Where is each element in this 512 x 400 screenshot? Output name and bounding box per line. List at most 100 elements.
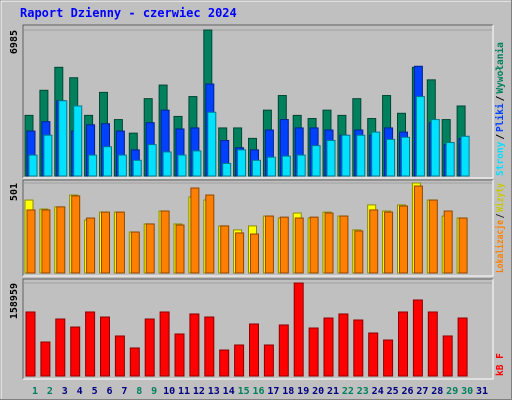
x-tick-label: 17 bbox=[267, 386, 279, 397]
bar bbox=[237, 149, 247, 177]
x-tick-label: 2 bbox=[47, 386, 53, 397]
bar bbox=[458, 217, 468, 274]
x-tick-label: 5 bbox=[92, 386, 98, 397]
y-tick-label: 501 bbox=[9, 183, 20, 201]
legend-entry: Wizyty bbox=[495, 183, 506, 212]
bar bbox=[356, 134, 366, 177]
legend-entry: Pliki bbox=[495, 103, 506, 132]
bar bbox=[147, 144, 157, 177]
legend-entry: Lokalizacje bbox=[495, 220, 506, 273]
bar bbox=[144, 318, 155, 377]
bar bbox=[40, 341, 51, 377]
x-tick-label: 1 bbox=[32, 386, 38, 397]
bar bbox=[235, 232, 245, 274]
x-tick-label: 20 bbox=[312, 386, 324, 397]
bar bbox=[399, 205, 408, 274]
bar bbox=[443, 210, 453, 274]
x-tick-label: 29 bbox=[446, 386, 458, 397]
panel-bevel-light bbox=[23, 279, 494, 380]
y-tick-label: 158959 bbox=[9, 283, 20, 319]
bar bbox=[427, 311, 438, 377]
bar bbox=[222, 162, 232, 177]
bar bbox=[266, 156, 276, 177]
x-tick-label: 25 bbox=[387, 386, 399, 397]
bar bbox=[189, 313, 200, 377]
legend-separator: / bbox=[495, 134, 506, 140]
legend: kB F bbox=[495, 353, 506, 376]
x-tick-label: 7 bbox=[121, 386, 127, 397]
bar bbox=[415, 96, 425, 177]
bar bbox=[263, 344, 274, 377]
x-tick-label: 11 bbox=[178, 386, 190, 397]
bar bbox=[101, 211, 110, 274]
bar bbox=[132, 159, 142, 177]
bar bbox=[278, 324, 289, 377]
bar bbox=[207, 111, 217, 177]
bar bbox=[384, 211, 394, 274]
panel-bevel-dark bbox=[22, 278, 493, 379]
x-tick-label: 21 bbox=[327, 386, 339, 397]
bar bbox=[412, 299, 423, 377]
bar bbox=[294, 217, 304, 274]
bar bbox=[326, 139, 336, 177]
legend-separator: / bbox=[495, 213, 506, 218]
bar bbox=[129, 347, 140, 377]
bar bbox=[401, 136, 410, 177]
bar bbox=[252, 159, 261, 177]
bar bbox=[204, 316, 215, 377]
bar bbox=[41, 209, 51, 274]
chart-title: Raport Dzienny - czerwiec 2024 bbox=[20, 6, 237, 20]
legend-entry: kB F bbox=[495, 353, 506, 376]
bar bbox=[55, 318, 66, 377]
bar bbox=[386, 138, 396, 177]
x-tick-label: 12 bbox=[193, 386, 205, 397]
bar bbox=[371, 131, 381, 177]
bar bbox=[175, 224, 185, 274]
legend: Lokalizacje /Wizyty bbox=[495, 183, 506, 273]
bar bbox=[114, 335, 125, 377]
bar bbox=[430, 119, 440, 177]
bar bbox=[71, 195, 81, 274]
bar bbox=[309, 216, 319, 274]
x-tick-label: 8 bbox=[136, 386, 142, 397]
bar bbox=[130, 231, 140, 274]
bar bbox=[281, 155, 291, 177]
bar bbox=[205, 194, 215, 274]
bar bbox=[341, 134, 351, 177]
bar bbox=[100, 316, 110, 377]
x-tick-label: 3 bbox=[62, 386, 68, 397]
x-tick-label: 4 bbox=[77, 386, 83, 397]
bar bbox=[159, 311, 170, 377]
bar bbox=[86, 217, 96, 274]
bar bbox=[457, 317, 468, 377]
bar bbox=[177, 154, 187, 177]
x-tick-label: 10 bbox=[163, 386, 175, 397]
bar bbox=[58, 100, 68, 177]
bar bbox=[190, 187, 200, 274]
legend-entry: Wywołania bbox=[495, 42, 506, 94]
bar bbox=[43, 134, 53, 177]
bar bbox=[279, 216, 289, 274]
y-tick-label: 6985 bbox=[9, 30, 20, 54]
bar bbox=[73, 105, 83, 177]
panel-bevel-dark bbox=[22, 179, 493, 276]
bar bbox=[445, 142, 455, 177]
bar bbox=[234, 344, 245, 377]
x-tick-label: 15 bbox=[238, 386, 250, 397]
bar bbox=[383, 339, 394, 377]
x-tick-label: 18 bbox=[282, 386, 294, 397]
bar bbox=[250, 233, 259, 274]
bar bbox=[296, 154, 306, 177]
bar bbox=[174, 333, 185, 377]
x-tick-label: 30 bbox=[461, 386, 473, 397]
x-tick-label: 31 bbox=[476, 386, 488, 397]
legend: Strony/Pliki/Wywołania bbox=[495, 42, 506, 176]
bar bbox=[26, 209, 36, 274]
bar bbox=[160, 210, 170, 274]
bar bbox=[117, 154, 127, 177]
x-tick-label: 27 bbox=[416, 386, 428, 397]
bar bbox=[293, 282, 304, 377]
bar bbox=[338, 313, 349, 377]
bar bbox=[264, 215, 274, 274]
